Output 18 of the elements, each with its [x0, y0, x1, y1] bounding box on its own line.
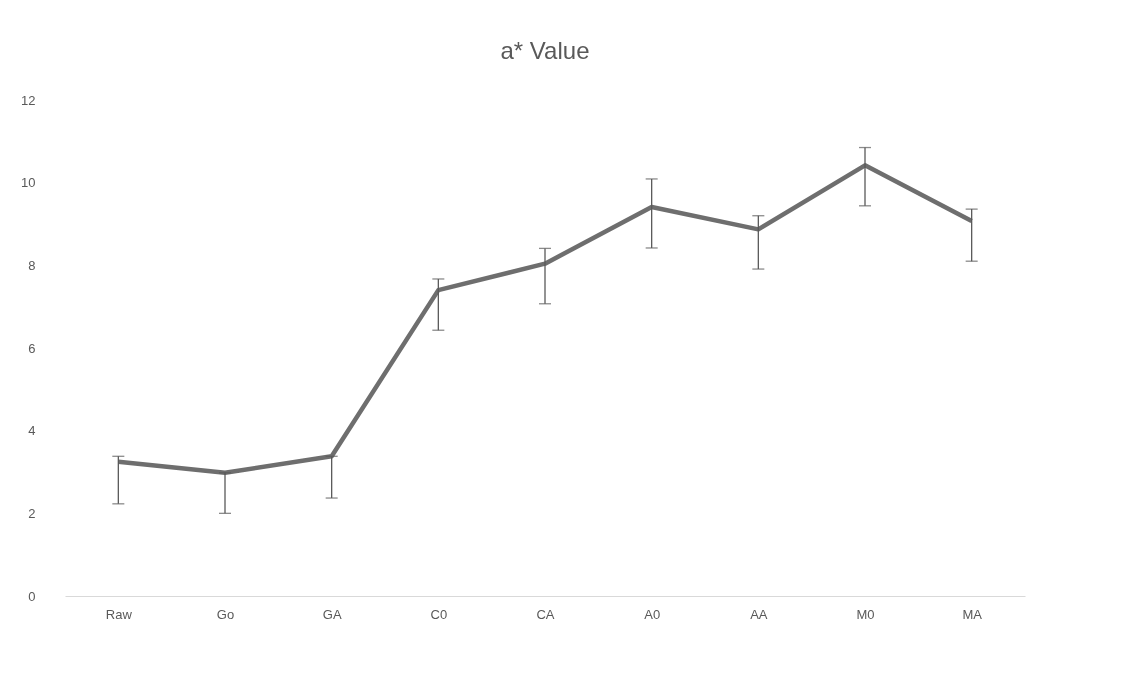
x-tick-label: C0	[430, 606, 448, 622]
x-tick-label: A0	[644, 606, 661, 622]
chart-title: a* Value	[500, 37, 590, 64]
x-tick-label: AA	[750, 606, 768, 622]
x-tick-label: CA	[536, 606, 555, 622]
y-tick-label: 0	[28, 588, 36, 604]
y-tick-label: 10	[21, 175, 36, 191]
x-tick-label: MA	[962, 606, 983, 622]
y-tick-label: 4	[28, 423, 36, 439]
line-series	[116, 163, 974, 476]
y-tick-label: 2	[28, 505, 36, 521]
x-tick-label: Go	[216, 606, 235, 622]
y-tick-label: 12	[21, 92, 36, 108]
x-tick-label: Raw	[105, 606, 133, 622]
x-tick-label: M0	[856, 606, 875, 622]
x-tick-label: GA	[322, 606, 342, 622]
y-tick-label: 8	[28, 257, 36, 273]
y-tick-label: 6	[28, 340, 36, 356]
